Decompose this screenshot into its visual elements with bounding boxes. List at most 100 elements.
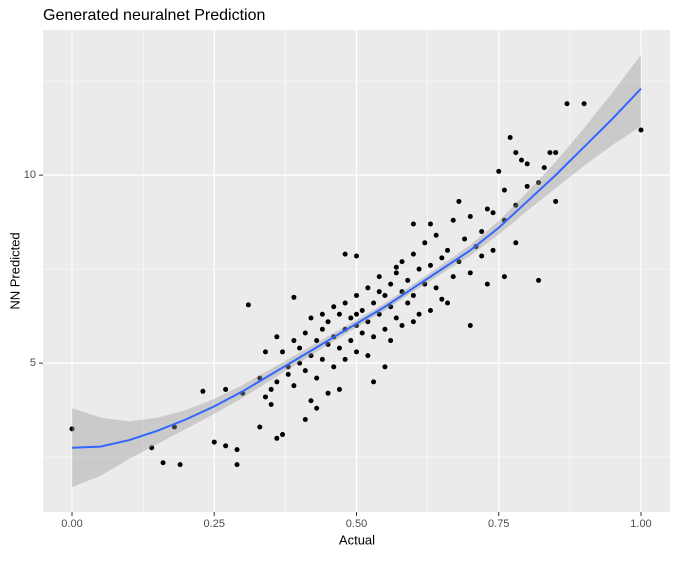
point xyxy=(223,386,229,392)
point xyxy=(160,460,166,466)
point xyxy=(274,334,280,340)
point xyxy=(354,292,359,298)
point xyxy=(564,101,570,107)
point xyxy=(410,319,416,325)
point xyxy=(268,401,274,407)
point xyxy=(445,300,451,306)
confidence-band xyxy=(72,54,641,488)
point xyxy=(268,386,274,392)
x-tick-label: 0.50 xyxy=(346,518,367,530)
point xyxy=(348,315,354,321)
point xyxy=(319,356,325,362)
point xyxy=(171,424,177,430)
point xyxy=(336,386,342,392)
point xyxy=(450,274,456,280)
point xyxy=(291,338,297,344)
point xyxy=(439,296,445,302)
point xyxy=(365,319,371,325)
point xyxy=(336,345,342,351)
point xyxy=(445,247,451,253)
point xyxy=(462,236,468,242)
x-tick-label: 0.25 xyxy=(204,518,225,530)
point xyxy=(314,375,320,381)
point xyxy=(274,379,280,385)
point xyxy=(354,349,359,355)
point xyxy=(553,150,559,156)
point xyxy=(479,229,485,235)
point xyxy=(450,217,456,223)
point xyxy=(325,341,331,347)
point xyxy=(388,304,394,310)
point xyxy=(382,326,388,332)
point xyxy=(262,394,268,400)
point xyxy=(479,253,485,259)
point xyxy=(456,259,462,265)
point xyxy=(319,311,325,317)
point xyxy=(456,198,462,204)
point xyxy=(257,424,263,430)
point xyxy=(302,417,308,423)
point xyxy=(245,302,251,308)
point xyxy=(149,445,155,451)
point xyxy=(490,247,496,253)
point xyxy=(331,304,337,310)
point xyxy=(427,307,433,313)
point xyxy=(553,198,559,204)
point xyxy=(211,439,217,445)
point xyxy=(410,251,416,257)
point xyxy=(274,435,280,441)
smooth-line xyxy=(71,87,642,449)
point xyxy=(399,289,405,295)
point xyxy=(234,447,240,453)
point xyxy=(484,206,490,212)
point xyxy=(422,281,428,287)
point xyxy=(422,240,428,246)
point xyxy=(405,277,411,283)
y-tick-label: 5 xyxy=(30,357,36,369)
point xyxy=(376,311,382,317)
point xyxy=(285,371,291,377)
point xyxy=(291,294,297,300)
point xyxy=(501,187,507,193)
point xyxy=(200,388,206,394)
point xyxy=(410,292,416,298)
x-tick-label: 1.00 xyxy=(630,518,651,530)
point xyxy=(467,270,473,276)
point xyxy=(638,127,644,133)
point xyxy=(234,462,240,468)
point xyxy=(359,307,365,313)
point xyxy=(319,326,325,332)
point xyxy=(541,165,547,171)
point xyxy=(427,262,433,268)
point xyxy=(536,180,542,186)
point xyxy=(371,379,377,385)
point xyxy=(519,157,524,163)
point xyxy=(371,300,377,306)
point xyxy=(354,311,359,317)
point xyxy=(354,253,359,259)
point xyxy=(416,311,422,317)
point xyxy=(439,255,445,261)
point xyxy=(536,277,542,283)
point xyxy=(297,360,303,366)
point xyxy=(393,315,399,321)
x-tick-label: 0.00 xyxy=(61,518,82,530)
point xyxy=(325,390,331,396)
point xyxy=(433,232,439,238)
point xyxy=(524,183,530,189)
point xyxy=(302,368,308,374)
point xyxy=(342,251,348,257)
point xyxy=(365,353,371,359)
point xyxy=(513,150,519,156)
point xyxy=(393,270,399,276)
point xyxy=(393,264,399,270)
point xyxy=(376,274,382,280)
y-tick-label: 10 xyxy=(24,169,36,181)
point xyxy=(427,221,433,227)
point xyxy=(359,330,365,336)
point xyxy=(507,135,513,141)
point xyxy=(433,285,439,291)
point xyxy=(388,281,394,287)
point xyxy=(280,349,286,355)
